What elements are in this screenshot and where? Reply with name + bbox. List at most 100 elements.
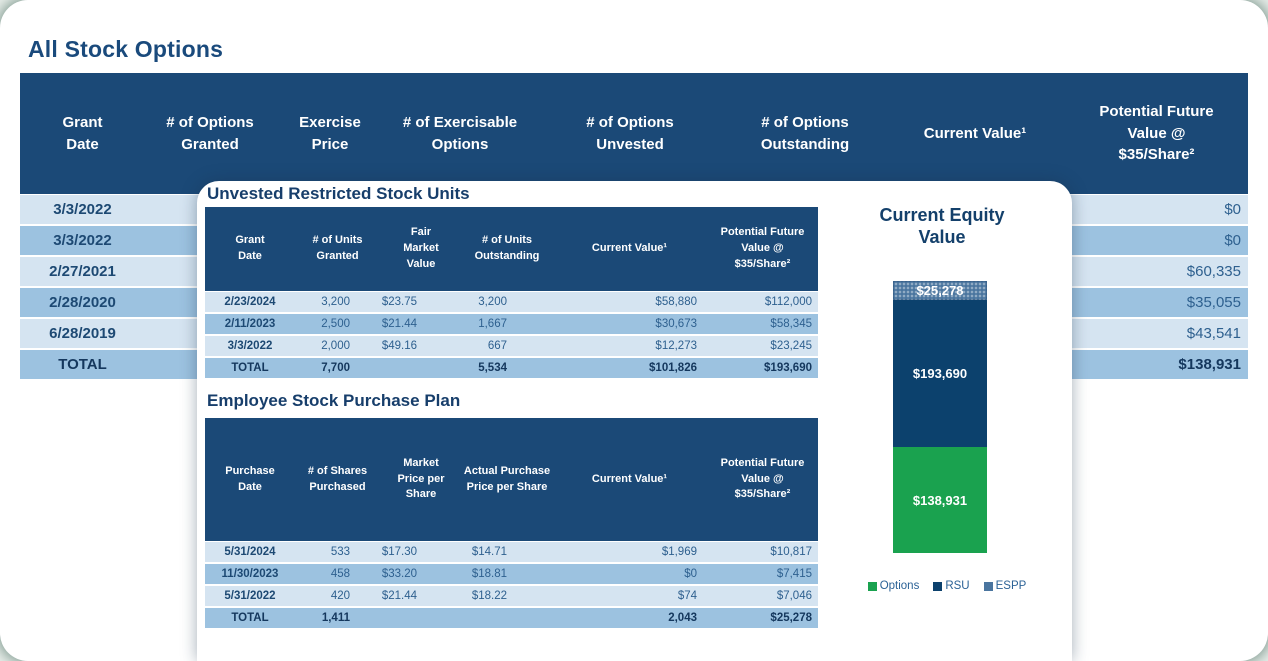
column-header-market-price: Market Price per Share xyxy=(380,418,462,541)
column-header-label: # of Units Granted xyxy=(312,234,363,262)
column-header-label: Current Value¹ xyxy=(923,124,1027,142)
rsu-section-title: Unvested Restricted Stock Units xyxy=(207,184,470,203)
details-overlay: Unvested Restricted Stock Units Grant Da… xyxy=(197,181,1072,661)
espp-table-body: 5/31/2024 533 $17.30 $14.71 $1,969 $10,817 11/… xyxy=(205,542,818,630)
column-header-label: # of Options Outstanding xyxy=(760,113,850,153)
table-cell: 5/31/2024 xyxy=(224,546,276,558)
column-header-label: Current Value¹ xyxy=(591,472,668,485)
table-row: 11/30/2023 458 $33.20 $18.81 $0 $7,415 xyxy=(205,564,818,586)
bar-segment-options: $138,931 xyxy=(893,447,987,553)
column-header-label: Potential Future Value @ $35/Share² xyxy=(720,456,805,501)
legend-label: ESPP xyxy=(995,580,1027,592)
table-cell: 2/23/2024 xyxy=(224,296,276,308)
table-cell: $18.22 xyxy=(471,590,507,602)
table-cell xyxy=(380,358,462,378)
table-row: 2/23/2024 3,200 $23.75 3,200 $58,880 $112,000 xyxy=(205,292,818,314)
column-header-potential-future-value: Potential Future Value @ $35/Share² xyxy=(707,418,818,541)
table-cell: $1,969 xyxy=(661,546,697,558)
legend-swatch-espp xyxy=(983,581,993,591)
espp-section-title: Employee Stock Purchase Plan xyxy=(207,391,461,410)
table-cell: $7,046 xyxy=(776,590,812,602)
main-table-header: Grant Date # of Options Granted Exercise… xyxy=(20,73,1248,195)
table-cell: $30,673 xyxy=(655,318,697,330)
stacked-bar: $25,278 $193,690 $138,931 xyxy=(893,281,987,553)
table-cell: 3,200 xyxy=(478,296,507,308)
chart-title: Current Equity Value xyxy=(879,205,1005,247)
table-cell: $112,000 xyxy=(764,296,812,308)
table-cell: TOTAL xyxy=(231,362,269,374)
table-row: TOTAL 7,700 5,534 $101,826 $193,690 xyxy=(205,358,818,380)
column-header-current-value: Current Value¹ xyxy=(552,207,707,291)
table-cell: $0 xyxy=(684,568,697,580)
column-header-exercisable-options: # of Exercisable Options xyxy=(385,73,535,194)
table-cell: 2,043 xyxy=(668,612,697,624)
table-cell: $33.20 xyxy=(381,568,417,580)
column-header-label: Current Value¹ xyxy=(591,242,668,255)
table-cell: 458 xyxy=(330,568,350,580)
column-header-label: Purchase Date xyxy=(225,464,275,493)
table-row: 2/11/2023 2,500 $21.44 1,667 $30,673 $58,345 xyxy=(205,314,818,336)
table-cell: $14.71 xyxy=(471,546,507,558)
table-cell: $60,335 xyxy=(1186,263,1241,280)
table-cell: $58,880 xyxy=(655,296,697,308)
column-header-fair-market-value: Fair Market Value xyxy=(380,207,462,291)
bar-segment-label: $138,931 xyxy=(912,492,968,508)
legend-item-options: Options xyxy=(867,580,920,592)
table-row: 3/3/2022 2,000 $49.16 667 $12,273 $23,245 xyxy=(205,336,818,358)
column-header-label: Grant Date xyxy=(62,113,103,153)
table-cell: 2/28/2020 xyxy=(49,294,116,311)
table-cell: $0 xyxy=(1224,232,1241,249)
column-header-label: Fair Market Value xyxy=(403,226,439,270)
legend-swatch-rsu xyxy=(933,581,943,591)
column-header-grant-date: Grant Date xyxy=(205,207,295,291)
column-header-label: # of Options Granted xyxy=(166,113,254,153)
table-cell: $49.16 xyxy=(381,340,417,352)
legend-item-rsu: RSU xyxy=(933,580,970,592)
bar-segment-espp: $25,278 xyxy=(893,281,987,301)
table-row: 5/31/2024 533 $17.30 $14.71 $1,969 $10,817 xyxy=(205,542,818,564)
table-cell: $101,826 xyxy=(649,362,697,374)
column-header-potential-future-value: Potential Future Value @ $35/Share² xyxy=(1065,73,1248,194)
column-header-label: Potential Future Value @ $35/Share² xyxy=(720,226,805,270)
column-header-label: # of Options Unvested xyxy=(586,113,674,153)
column-header-exercise-price: Exercise Price xyxy=(275,73,385,194)
table-cell: $10,817 xyxy=(770,546,812,558)
column-header-label: Exercise Price xyxy=(299,113,361,153)
legend-label: RSU xyxy=(945,580,970,592)
table-cell: $58,345 xyxy=(770,318,812,330)
table-cell: 5,534 xyxy=(478,362,507,374)
table-cell xyxy=(380,608,462,628)
table-cell: TOTAL xyxy=(231,612,269,624)
column-header-label: Potential Future Value @ $35/Share² xyxy=(1099,102,1214,164)
column-header-units-outstanding: # of Units Outstanding xyxy=(462,207,552,291)
table-cell: $193,690 xyxy=(764,362,812,374)
legend-item-espp: ESPP xyxy=(983,580,1027,592)
table-cell: 5/31/2022 xyxy=(224,590,276,602)
table-cell: $74 xyxy=(677,590,697,602)
table-cell: $7,415 xyxy=(776,568,812,580)
column-header-grant-date: Grant Date xyxy=(20,73,145,194)
table-row: 5/31/2022 420 $21.44 $18.22 $74 $7,046 xyxy=(205,586,818,608)
column-header-purchase-date: Purchase Date xyxy=(205,418,295,541)
table-cell: 3,200 xyxy=(321,296,350,308)
table-cell: 1,411 xyxy=(321,612,350,624)
table-cell: $23.75 xyxy=(381,296,417,308)
legend-swatch-options xyxy=(867,581,877,591)
column-header-label: Grant Date xyxy=(235,234,265,262)
table-cell: 667 xyxy=(487,340,507,352)
bar-segment-label: $25,278 xyxy=(916,283,964,299)
chart-legend: Options RSU ESPP xyxy=(837,580,1057,592)
table-cell: $21.44 xyxy=(381,318,417,330)
legend-label: Options xyxy=(879,580,920,592)
table-cell: 11/30/2023 xyxy=(221,568,279,580)
table-cell: 3/3/2022 xyxy=(53,232,112,249)
table-cell: 1,667 xyxy=(478,318,507,330)
table-cell: 3/3/2022 xyxy=(53,201,112,218)
table-cell: $35,055 xyxy=(1186,294,1241,311)
table-cell: 420 xyxy=(330,590,350,602)
table-cell: 2/27/2021 xyxy=(49,263,116,280)
column-header-options-granted: # of Options Granted xyxy=(145,73,275,194)
table-cell: $23,245 xyxy=(770,340,812,352)
table-cell: $43,541 xyxy=(1186,325,1241,342)
